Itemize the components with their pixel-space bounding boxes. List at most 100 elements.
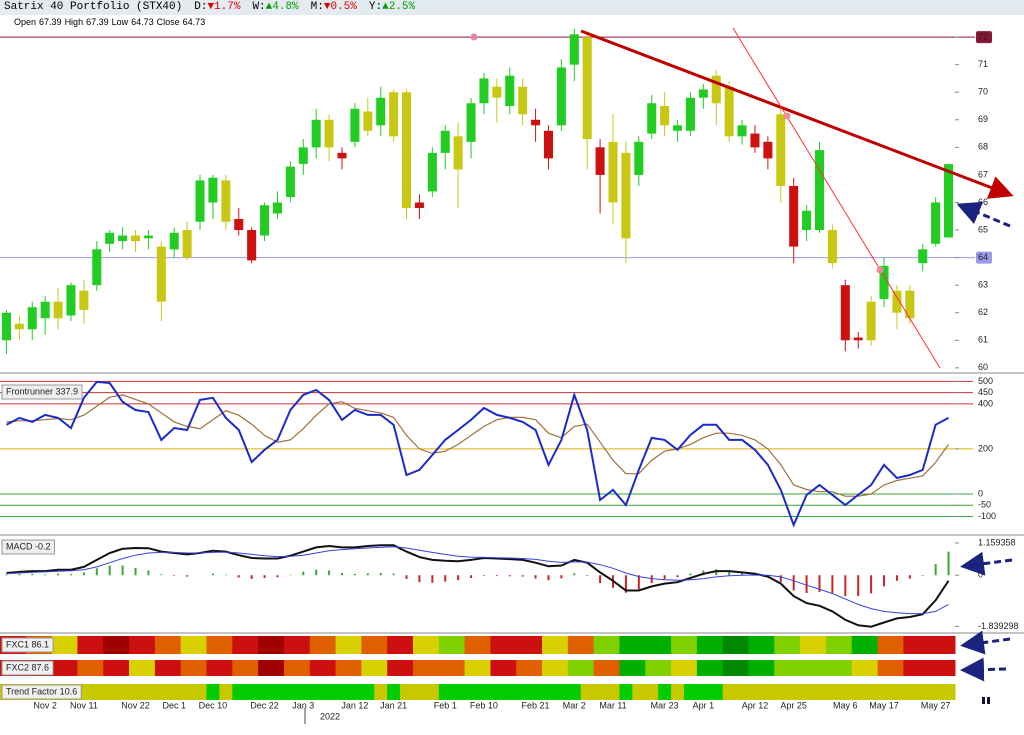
histogram-bar bbox=[934, 564, 937, 576]
y-tick-label: 65 bbox=[978, 224, 988, 234]
heat-cell bbox=[864, 684, 879, 700]
heat-cell bbox=[77, 660, 104, 676]
change-label: M: bbox=[310, 1, 324, 13]
heat-cell bbox=[516, 684, 530, 700]
heat-cell bbox=[825, 660, 853, 676]
heat-cell bbox=[735, 684, 750, 700]
panel-title-box bbox=[1, 660, 54, 676]
candle-body bbox=[724, 86, 734, 137]
heat-cell bbox=[516, 660, 543, 676]
x-tick-label: Apr 25 bbox=[780, 700, 807, 710]
histogram-bar bbox=[831, 575, 834, 594]
candle-body bbox=[466, 103, 476, 142]
candle-body bbox=[92, 249, 102, 286]
candle-body bbox=[479, 78, 489, 104]
candle-body bbox=[260, 205, 270, 236]
heat-cell bbox=[412, 684, 427, 700]
heat-cell bbox=[748, 660, 775, 676]
heat-cell bbox=[438, 636, 466, 654]
histogram-bar bbox=[624, 575, 627, 593]
heat-cell bbox=[271, 684, 285, 700]
candle-body bbox=[698, 89, 708, 98]
candle-body bbox=[363, 111, 373, 131]
heat-cell bbox=[942, 684, 956, 700]
candle-body bbox=[608, 141, 618, 203]
heat-cell bbox=[800, 684, 814, 700]
x-tick-label: Apr 1 bbox=[693, 700, 715, 710]
heat-cell bbox=[283, 684, 298, 700]
y-tick-label: 1.159358 bbox=[978, 537, 1016, 547]
y-tick-label: 71 bbox=[978, 59, 988, 69]
heat-cell bbox=[141, 684, 156, 700]
plots: Nov 2 Nov 11 Nov 22 Dec 1 Dec 10 Dec 22 Jan 3 J… bbox=[0, 28, 1019, 710]
histogram-bar bbox=[805, 575, 808, 594]
candle-body bbox=[66, 285, 76, 316]
heat-cell bbox=[748, 636, 775, 654]
histogram-bar bbox=[5, 574, 8, 576]
heat-cell bbox=[929, 660, 956, 676]
candle-body bbox=[492, 86, 502, 98]
candle-body bbox=[156, 246, 166, 302]
candle-body bbox=[14, 323, 24, 330]
candle-body bbox=[711, 75, 721, 104]
candle-body bbox=[905, 290, 915, 319]
heat-cell bbox=[696, 660, 724, 676]
heat-cell bbox=[232, 684, 246, 700]
histogram-bar bbox=[379, 573, 382, 576]
histogram-bar bbox=[431, 575, 434, 583]
histogram-bar bbox=[715, 569, 718, 576]
y-tick-label: 66 bbox=[978, 197, 988, 207]
heat-cell bbox=[529, 684, 543, 700]
ohlc-value: 67.39 bbox=[39, 17, 62, 27]
heat-cell bbox=[851, 684, 866, 700]
heat-cell bbox=[929, 636, 956, 654]
heat-cell bbox=[361, 636, 388, 654]
heat-cell bbox=[658, 684, 672, 700]
x-tick-label: Jan 21 bbox=[380, 700, 407, 710]
ohlc-label: Close bbox=[156, 17, 180, 27]
candle-body bbox=[195, 180, 205, 222]
y-tick-label: 400 bbox=[978, 398, 993, 408]
histogram-bar bbox=[289, 574, 292, 576]
histogram-bar bbox=[792, 575, 795, 591]
candle-body bbox=[660, 106, 670, 126]
candle-body bbox=[879, 265, 889, 299]
heat-cell bbox=[748, 684, 762, 700]
candle-body bbox=[737, 125, 747, 137]
panel-title-box bbox=[1, 637, 54, 653]
heat-cell bbox=[464, 684, 478, 700]
macd-line bbox=[6, 546, 949, 615]
heat-cell bbox=[593, 660, 620, 676]
arrow bbox=[960, 657, 1007, 682]
candle-body bbox=[402, 92, 412, 208]
change-label: D: bbox=[194, 1, 208, 13]
heat-cell bbox=[709, 684, 724, 700]
candle-body bbox=[543, 130, 553, 159]
x-tick-label: Feb 21 bbox=[522, 700, 550, 710]
histogram-bar bbox=[366, 573, 369, 576]
histogram-bar bbox=[147, 570, 150, 576]
ohlc-label: High bbox=[64, 17, 84, 27]
histogram-bar bbox=[818, 575, 821, 592]
candle-body bbox=[311, 119, 321, 148]
x-tick-label: Dec 22 bbox=[250, 700, 279, 710]
x-tick-label: Dec 1 bbox=[162, 700, 186, 710]
heat-cell bbox=[800, 636, 827, 654]
histogram-bar bbox=[883, 575, 886, 587]
histogram-bar bbox=[908, 575, 911, 579]
candle-body bbox=[143, 235, 153, 239]
histogram-bar bbox=[573, 573, 576, 576]
x-tick-label: Nov 22 bbox=[121, 700, 150, 710]
histogram-bar bbox=[560, 575, 563, 579]
histogram-bar bbox=[211, 573, 214, 576]
histogram-bar bbox=[650, 575, 653, 584]
x-tick-label: Feb 10 bbox=[470, 700, 498, 710]
histogram-bar bbox=[508, 575, 511, 577]
y-tick-label: 67 bbox=[978, 169, 988, 179]
heat-cell bbox=[825, 684, 840, 700]
histogram-bar bbox=[276, 575, 279, 578]
candle-body bbox=[518, 86, 528, 115]
heat-cell bbox=[180, 660, 207, 676]
heat-cell bbox=[387, 636, 414, 654]
